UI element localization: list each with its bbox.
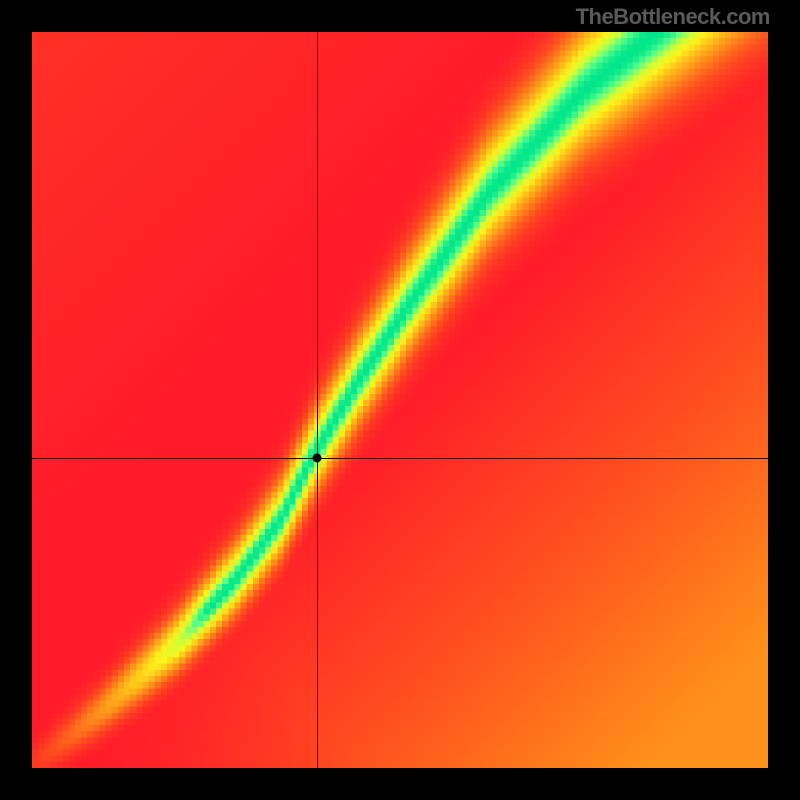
selection-marker <box>312 454 321 463</box>
crosshair-vertical <box>317 32 318 768</box>
crosshair-horizontal <box>32 458 768 459</box>
gradient-field <box>32 32 768 768</box>
watermark-text: TheBottleneck.com <box>576 4 770 30</box>
bottleneck-heatmap <box>32 32 768 768</box>
